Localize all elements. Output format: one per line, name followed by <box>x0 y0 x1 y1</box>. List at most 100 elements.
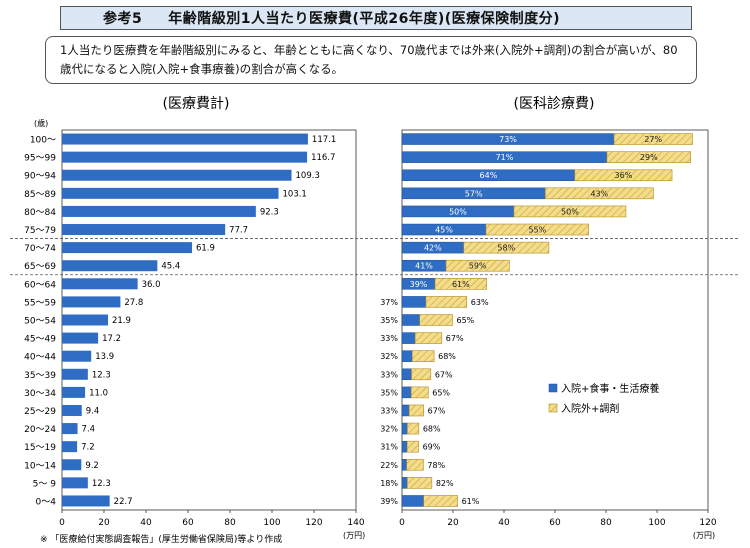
left-x-tick-label: 60 <box>182 518 194 528</box>
left-bar <box>62 205 256 217</box>
left-bar <box>62 133 308 145</box>
right-outpatient-pct: 82% <box>436 479 454 488</box>
left-bar <box>62 169 292 181</box>
right-outpatient-pct: 69% <box>423 443 441 452</box>
left-category-label: 20〜24 <box>24 425 56 435</box>
right-inpatient-pct: 71% <box>496 153 514 162</box>
right-x-tick-label: 60 <box>549 518 561 528</box>
right-inpatient-pct: 39% <box>410 280 428 289</box>
right-bar-inpatient <box>401 386 412 399</box>
legend-swatch-outpatient <box>548 403 558 413</box>
left-bar-value: 11.0 <box>89 388 108 398</box>
right-outpatient-pct: 67% <box>446 334 464 343</box>
left-y-unit: (歳) <box>34 118 48 128</box>
right-outpatient-pct: 29% <box>640 153 658 162</box>
left-bar-value: 77.7 <box>229 226 248 236</box>
right-inpatient-pct: 37% <box>380 298 398 307</box>
right-inpatient-pct: 22% <box>380 461 398 470</box>
right-bar-outpatient <box>406 458 424 471</box>
right-inpatient-pct: 33% <box>380 370 398 379</box>
right-bar-outpatient <box>410 386 429 399</box>
left-category-label: 0〜4 <box>36 497 57 507</box>
left-category-label: 50〜54 <box>24 317 56 327</box>
right-outpatient-pct: 78% <box>427 461 445 470</box>
left-x-tick-label: 140 <box>347 518 364 528</box>
left-bar-value: 92.3 <box>260 207 279 217</box>
right-outpatient-pct: 59% <box>469 262 487 271</box>
left-bar-value: 12.3 <box>92 370 111 380</box>
right-bar-inpatient <box>401 422 408 435</box>
left-category-label: 30〜34 <box>24 389 56 399</box>
left-bar <box>62 477 88 489</box>
right-inpatient-pct: 32% <box>380 425 398 434</box>
left-bar <box>62 386 86 398</box>
right-inpatient-pct: 31% <box>380 443 398 452</box>
right-outpatient-pct: 68% <box>423 425 441 434</box>
left-x-tick-label: 20 <box>98 518 110 528</box>
left-category-label: 60〜64 <box>24 280 56 290</box>
left-bar <box>62 441 78 453</box>
left-bar <box>62 459 82 471</box>
left-x-tick-label: 40 <box>140 518 152 528</box>
right-bar-inpatient <box>401 404 410 417</box>
left-x-tick-label: 0 <box>59 518 65 528</box>
left-category-label: 65〜69 <box>24 262 56 272</box>
right-bar-inpatient <box>401 440 408 453</box>
right-bar-outpatient <box>606 151 691 163</box>
right-inpatient-pct: 35% <box>380 388 398 397</box>
left-category-label: 10〜14 <box>24 461 56 471</box>
left-bar <box>62 423 78 435</box>
right-x-tick-label: 0 <box>399 518 405 528</box>
left-x-tick-label: 120 <box>305 518 322 528</box>
right-outpatient-pct: 67% <box>428 406 446 415</box>
right-outpatient-pct: 61% <box>462 497 480 506</box>
right-bar-outpatient <box>463 241 550 254</box>
right-bar-inpatient <box>401 368 412 381</box>
left-bar-value: 36.0 <box>142 280 161 290</box>
page-title: 年齢階級別1人当たり医療費(平成26年度)(医療保険制度分) <box>168 11 561 27</box>
left-bar-value: 12.3 <box>92 479 111 489</box>
right-inpatient-pct: 32% <box>380 352 398 361</box>
right-bar-outpatient <box>419 314 453 326</box>
left-bar-value: 9.4 <box>86 406 100 416</box>
left-bar <box>62 296 121 308</box>
right-x-tick-label: 120 <box>699 518 716 528</box>
right-bar-outpatient <box>485 223 589 236</box>
right-x-tick-label: 100 <box>648 518 665 528</box>
right-inpatient-pct: 33% <box>380 406 398 415</box>
left-category-label: 90〜94 <box>24 172 56 182</box>
right-bar-outpatient <box>406 440 419 453</box>
right-x-tick-label: 20 <box>447 518 459 528</box>
right-outpatient-pct: 65% <box>432 388 450 397</box>
left-category-label: 100〜 <box>30 136 56 146</box>
left-bar-value: 116.7 <box>311 153 335 163</box>
left-bar-value: 7.2 <box>81 443 95 453</box>
right-inpatient-pct: 73% <box>499 135 517 144</box>
right-inpatient-pct: 64% <box>480 171 498 180</box>
legend-label-inpatient: 入院+食事・生活療養 <box>561 382 659 395</box>
left-category-label: 15〜19 <box>24 443 56 453</box>
left-bar <box>62 187 279 199</box>
left-chart-title: (医療費計) <box>163 95 230 112</box>
right-bar-outpatient <box>407 477 433 489</box>
left-bar-value: 61.9 <box>196 244 215 254</box>
left-category-label: 70〜74 <box>24 244 56 254</box>
right-inpatient-pct: 41% <box>415 262 433 271</box>
left-bar <box>62 495 110 507</box>
right-bar-outpatient <box>411 368 432 381</box>
right-x-tick-label: 40 <box>498 518 510 528</box>
left-category-label: 5〜 9 <box>33 479 57 489</box>
left-bar-value: 27.8 <box>124 298 143 308</box>
left-bar-value: 17.2 <box>102 334 121 344</box>
right-bar-outpatient <box>408 404 424 417</box>
right-bar-outpatient <box>411 350 435 362</box>
right-bar-outpatient <box>407 422 420 435</box>
right-bar-inpatient <box>401 495 424 507</box>
left-x-tick-label: 80 <box>224 518 236 528</box>
left-category-label: 55〜59 <box>24 298 56 308</box>
title-box: 参考5 年齢階級別1人当たり医療費(平成26年度)(医療保険制度分) <box>60 6 692 30</box>
right-bar-inpatient <box>401 332 416 344</box>
right-outpatient-pct: 63% <box>471 298 489 307</box>
right-outpatient-pct: 68% <box>438 352 456 361</box>
